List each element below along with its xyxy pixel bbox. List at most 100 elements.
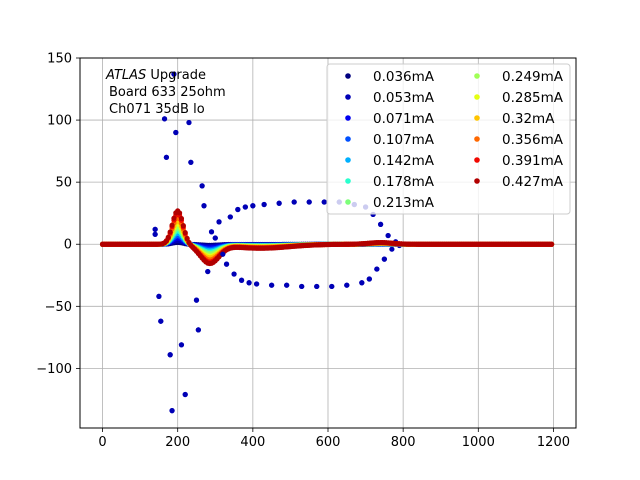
y-tick-label: 50 bbox=[55, 176, 72, 191]
data-point bbox=[171, 215, 177, 221]
outlier-point bbox=[366, 276, 372, 282]
legend-label: 0.178mA bbox=[373, 174, 435, 190]
annotation-line-3: Ch071 35dB lo bbox=[109, 102, 205, 117]
outlier-point bbox=[152, 226, 158, 232]
outlier-point bbox=[227, 214, 233, 220]
annotation-upgrade: Upgrade bbox=[146, 68, 206, 83]
x-tick-label: 1000 bbox=[462, 435, 495, 450]
legend-item: 0.142mA bbox=[345, 153, 435, 169]
legend-marker bbox=[345, 136, 351, 142]
outlier-point bbox=[205, 268, 211, 275]
data-point bbox=[165, 234, 171, 240]
outlier-point bbox=[173, 129, 179, 136]
x-tick-label: 800 bbox=[391, 435, 416, 450]
legend: 0.036mA 0.053mA 0.071mA 0.107mA 0.142mA 0.178… bbox=[326, 63, 571, 215]
y-tick-label: 0 bbox=[64, 238, 72, 253]
legend-item: 0.249mA bbox=[474, 69, 564, 85]
legend-marker bbox=[345, 94, 351, 100]
outlier-point bbox=[374, 266, 380, 272]
data-point bbox=[548, 241, 555, 247]
outlier-point bbox=[314, 283, 320, 290]
outlier-point bbox=[156, 293, 162, 299]
outlier-point bbox=[193, 297, 200, 303]
legend-label: 0.356mA bbox=[502, 132, 564, 148]
legend-marker bbox=[345, 199, 351, 205]
y-tick-label: −50 bbox=[45, 300, 72, 315]
legend-label: 0.142mA bbox=[373, 153, 435, 169]
legend-marker bbox=[474, 73, 480, 79]
legend-marker bbox=[345, 178, 351, 184]
legend-item: 0.285mA bbox=[474, 90, 564, 106]
ticks: 0 200 400 600 800 1000 1200 −100 −50 0 50 100 150 bbox=[36, 52, 570, 451]
outlier-point bbox=[291, 199, 297, 205]
outlier-point bbox=[261, 201, 267, 208]
outlier-point bbox=[231, 271, 237, 277]
outlier-point bbox=[171, 71, 177, 77]
outlier-point bbox=[223, 261, 230, 267]
legend-label: 0.427mA bbox=[502, 174, 564, 190]
legend-marker bbox=[345, 115, 351, 121]
x-tick-label: 200 bbox=[165, 435, 190, 450]
outlier-point bbox=[199, 183, 205, 189]
outlier-point bbox=[378, 221, 384, 227]
outlier-point bbox=[208, 229, 215, 235]
outlier-point bbox=[216, 219, 222, 225]
y-tick-label: 100 bbox=[47, 114, 72, 129]
outlier-point bbox=[186, 119, 192, 126]
outlier-point bbox=[161, 116, 168, 122]
legend-marker bbox=[474, 94, 480, 100]
outlier-point bbox=[201, 203, 207, 209]
legend-marker bbox=[474, 136, 480, 142]
outlier-point bbox=[163, 154, 170, 160]
outlier-point bbox=[182, 391, 188, 398]
data-point bbox=[178, 215, 185, 222]
outlier-point bbox=[167, 352, 173, 358]
outlier-point bbox=[169, 408, 175, 414]
legend-label: 0.391mA bbox=[502, 153, 564, 169]
outlier-point bbox=[321, 199, 327, 205]
series-layer bbox=[99, 71, 555, 414]
data-point bbox=[169, 222, 175, 228]
legend-label: 0.071mA bbox=[373, 111, 435, 127]
legend-marker bbox=[474, 115, 480, 121]
legend-label: 0.213mA bbox=[373, 195, 435, 211]
legend-label: 0.107mA bbox=[373, 132, 435, 148]
outlier-point bbox=[359, 280, 365, 286]
legend-label: 0.036mA bbox=[373, 69, 435, 85]
legend-label: 0.32mA bbox=[502, 111, 555, 127]
legend-label: 0.285mA bbox=[502, 90, 564, 106]
series-0.427mA bbox=[99, 208, 555, 267]
outlier-point bbox=[284, 282, 290, 288]
outlier-point bbox=[250, 203, 256, 209]
outlier-point bbox=[269, 282, 275, 288]
legend-item: 0.213mA bbox=[345, 195, 435, 211]
outlier-point bbox=[158, 318, 164, 324]
outlier-point bbox=[381, 256, 387, 262]
legend-item: 0.107mA bbox=[345, 132, 435, 148]
legend-label: 0.053mA bbox=[373, 90, 435, 106]
legend-item: 0.391mA bbox=[474, 153, 564, 169]
outlier-point bbox=[306, 199, 312, 205]
outlier-point bbox=[389, 246, 395, 252]
legend-marker bbox=[474, 157, 480, 163]
data-point bbox=[180, 223, 186, 229]
x-tick-label: 600 bbox=[316, 435, 341, 450]
legend-item: 0.071mA bbox=[345, 111, 435, 127]
legend-item: 0.178mA bbox=[345, 174, 435, 190]
y-tick-label: 150 bbox=[47, 52, 72, 67]
y-tick-label: −100 bbox=[36, 362, 72, 377]
outlier-point bbox=[329, 283, 335, 290]
outlier-point bbox=[254, 281, 260, 287]
annotation-line-2: Board 633 25ohm bbox=[109, 85, 226, 100]
annotation-line-1: ATLAS Upgrade bbox=[105, 68, 206, 83]
legend-box bbox=[326, 63, 571, 215]
outlier-point bbox=[235, 206, 241, 213]
outlier-point bbox=[299, 283, 305, 290]
data-point bbox=[176, 210, 183, 216]
data-point bbox=[167, 229, 173, 235]
outlier-point bbox=[220, 251, 226, 257]
legend-marker bbox=[345, 157, 351, 163]
legend-item: 0.356mA bbox=[474, 132, 564, 148]
x-tick-label: 1200 bbox=[537, 435, 570, 450]
